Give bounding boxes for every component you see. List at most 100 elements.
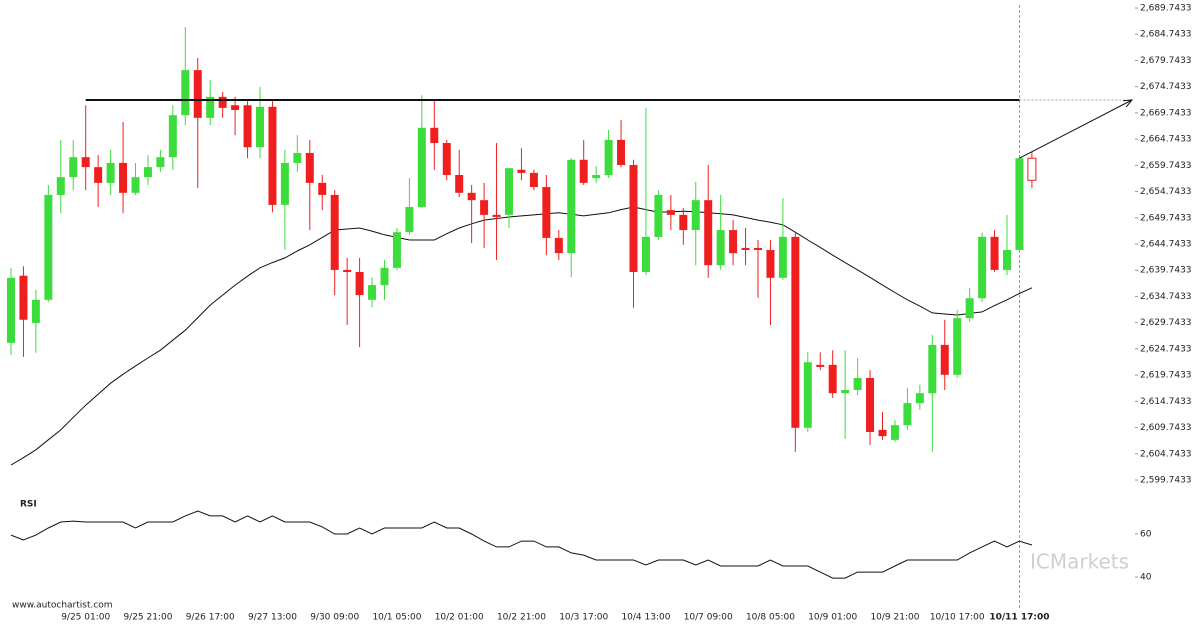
candle-body: [168, 115, 177, 158]
candle-body: [231, 105, 240, 110]
y-tick-label: 2,619.7433: [1140, 371, 1192, 381]
candle-body: [866, 377, 875, 432]
candle-body: [990, 236, 999, 270]
candle-body: [542, 187, 551, 238]
candle-body: [467, 192, 476, 201]
candle-body: [517, 169, 526, 173]
candle-body: [915, 393, 924, 404]
x-tick-label: 9/27 13:00: [248, 613, 297, 623]
candle-body: [641, 236, 650, 273]
candle-body: [604, 139, 613, 176]
candle-body: [405, 206, 414, 233]
candle-body: [778, 236, 787, 278]
rsi-title: RSI: [20, 500, 37, 510]
candle-body: [305, 152, 314, 183]
candle-body: [181, 70, 190, 116]
y-tick-label: 2,659.7433: [1140, 161, 1192, 171]
candle-body: [293, 152, 302, 163]
candle-body: [480, 200, 489, 215]
x-tick-label: 10/10 17:00: [930, 613, 985, 623]
candle-body: [505, 168, 513, 215]
candle-body: [890, 425, 899, 440]
y-tick-label: 2,664.7433: [1140, 135, 1192, 145]
candle-body: [1015, 158, 1024, 250]
candle-body: [592, 175, 601, 179]
x-tick-label: 10/8 05:00: [746, 613, 795, 623]
candle-body: [953, 318, 962, 375]
candle-body: [94, 167, 103, 183]
candle-body: [268, 106, 277, 205]
y-tick-label: 2,634.7433: [1140, 292, 1192, 302]
y-tick-label: 2,654.7433: [1140, 187, 1192, 197]
candle-body: [567, 159, 576, 254]
x-tick-label: 10/9 21:00: [870, 613, 919, 623]
candle-body: [741, 247, 750, 250]
candle-body: [492, 214, 501, 217]
candle-body: [629, 165, 638, 273]
candle-body: [754, 247, 762, 250]
y-tick-label: 2,604.7433: [1140, 449, 1192, 459]
candle-body: [56, 177, 65, 195]
candle-body: [31, 299, 40, 323]
candle-body: [1027, 157, 1037, 181]
candle-body: [19, 275, 28, 320]
candle-body: [243, 105, 252, 148]
candle-body: [392, 232, 401, 268]
candle-body: [1003, 249, 1011, 270]
y-tick-label: 2,639.7433: [1140, 266, 1192, 276]
candle-body: [679, 214, 688, 231]
candle-body: [691, 200, 700, 231]
x-tick-label: 10/9 01:00: [808, 613, 857, 623]
y-tick-label: 2,644.7433: [1140, 240, 1192, 250]
x-tick-label: 9/25 01:00: [61, 613, 110, 623]
candle-body: [816, 364, 825, 367]
x-tick-label: 10/2 21:00: [497, 613, 546, 623]
candle-body: [841, 390, 850, 394]
candle-body: [455, 175, 464, 193]
rsi-tick-label: 60: [1140, 530, 1152, 540]
candle-body: [828, 364, 837, 394]
rsi-tick-label: 40: [1140, 573, 1152, 583]
forecast-arrow-head: [1122, 99, 1134, 108]
candle-body: [853, 377, 862, 391]
candle-body: [218, 96, 227, 108]
candle-body: [965, 298, 974, 319]
x-tick-label: 10/2 01:00: [435, 613, 484, 623]
x-tick-label: 10/1 05:00: [372, 613, 421, 623]
x-tick-label: 9/30 09:00: [310, 613, 359, 623]
candle-body: [791, 236, 800, 428]
candle-body: [156, 157, 165, 168]
y-tick-label: 2,689.7433: [1140, 4, 1192, 14]
candle-body: [579, 159, 588, 183]
candle-body: [442, 143, 451, 176]
candle-body: [654, 194, 663, 237]
y-tick-label: 2,649.7433: [1140, 213, 1192, 223]
moving-average: [10, 206, 1033, 466]
y-tick-label: 2,674.7433: [1140, 82, 1192, 92]
candle-body: [330, 194, 339, 270]
candle-body: [206, 96, 215, 118]
rsi-line: [10, 510, 1033, 579]
candle-body: [928, 344, 937, 394]
watermark: ICMarkets: [1030, 550, 1129, 574]
y-tick-label: 2,609.7433: [1140, 423, 1192, 433]
candle-body: [7, 277, 15, 343]
candle-body: [803, 362, 812, 428]
y-tick-label: 2,679.7433: [1140, 56, 1192, 66]
candle-body: [256, 106, 264, 148]
y-tick-label: 2,669.7433: [1140, 108, 1192, 118]
x-tick-label: 10/4 13:00: [621, 613, 670, 623]
candle-body: [766, 249, 775, 278]
candle-body: [529, 172, 538, 188]
candle-body: [617, 139, 626, 166]
candle-body: [69, 157, 78, 178]
candle-body: [380, 267, 389, 286]
candle-body: [666, 210, 675, 215]
candle-body: [318, 182, 327, 195]
x-tick-label: 10/3 17:00: [559, 613, 608, 623]
y-tick-label: 2,624.7433: [1140, 344, 1192, 354]
candle-body: [355, 272, 364, 296]
source-label: www.autochartist.com: [12, 601, 113, 611]
y-tick-label: 2,614.7433: [1140, 397, 1192, 407]
